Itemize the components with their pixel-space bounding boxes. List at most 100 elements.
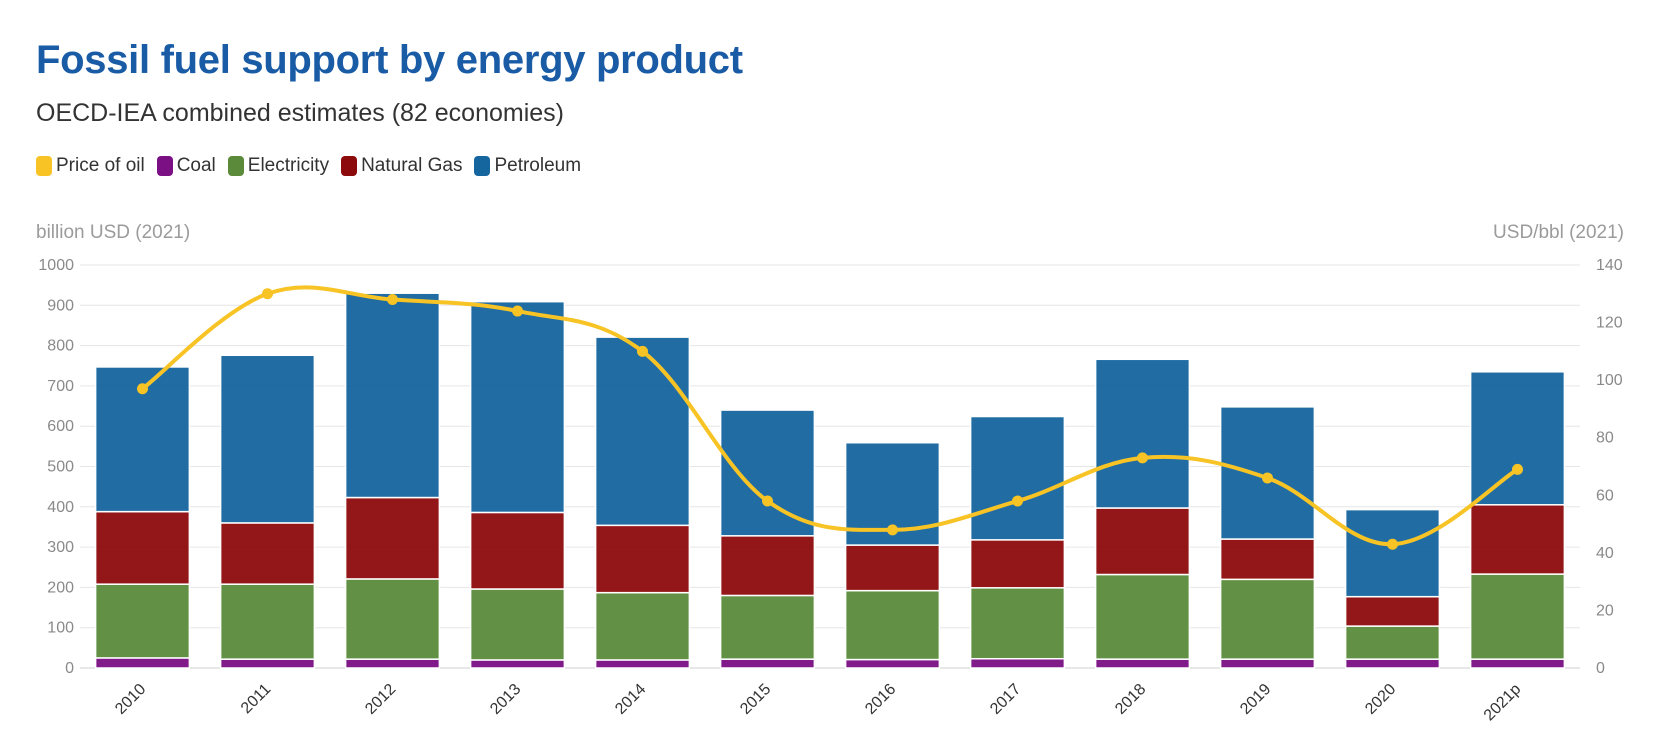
x-tick-label: 2010 (112, 681, 149, 718)
bar-coal (719, 658, 816, 669)
bar-coal (469, 659, 566, 669)
y-tick-label-right: 0 (1596, 660, 1605, 677)
y-tick-label-right: 60 (1596, 487, 1614, 504)
bar-electricity (1344, 625, 1441, 660)
bar-electricity (719, 594, 816, 660)
bar-natural-gas (219, 522, 316, 585)
y-tick-label-left: 800 (47, 338, 74, 355)
y-tick-label-left: 1000 (38, 257, 74, 274)
y-tick-label-right: 40 (1596, 545, 1614, 562)
series-line-price-of-oil (141, 285, 1519, 547)
bar-coal (1469, 658, 1566, 669)
bar-coal (1219, 658, 1316, 669)
bar-natural-gas (969, 539, 1066, 589)
point-price-of-oil (887, 524, 898, 536)
bar-electricity (469, 588, 566, 661)
bar-coal (969, 657, 1066, 669)
x-tick-label: 2014 (612, 681, 649, 718)
bar-electricity (969, 587, 1066, 660)
legend-item-coal[interactable]: Coal (156, 155, 216, 177)
legend-swatch (341, 156, 358, 176)
bar-natural-gas (94, 510, 191, 585)
bar-natural-gas (344, 496, 441, 580)
bar-natural-gas (719, 535, 816, 597)
bar-electricity (1469, 573, 1566, 660)
legend-label: Coal (176, 155, 216, 176)
bar-petroleum (1094, 358, 1191, 509)
x-tick-label: 2011 (238, 681, 274, 717)
bar-coal (594, 659, 691, 669)
y-tick-label-left: 400 (47, 499, 74, 516)
x-tick-label: 2018 (1112, 681, 1149, 718)
y-tick-label-right: 20 (1596, 602, 1614, 619)
y-tick-label-right: 100 (1596, 372, 1623, 389)
point-price-of-oil (1137, 452, 1148, 464)
point-price-of-oil (1512, 463, 1523, 475)
y-tick-label-left: 300 (47, 539, 74, 556)
chart-subtitle: OECD-IEA combined estimates (82 economie… (36, 99, 564, 127)
bar-petroleum (344, 292, 441, 499)
y-tick-label-left: 900 (47, 297, 74, 314)
point-price-of-oil (637, 345, 648, 357)
bar-petroleum (469, 300, 566, 514)
point-price-of-oil (762, 495, 773, 507)
bar-coal (1344, 658, 1441, 669)
bar-natural-gas (844, 544, 941, 592)
bar-natural-gas (1094, 507, 1191, 576)
y-axis-title-left: billion USD (2021) (36, 222, 191, 243)
y-tick-label-right: 140 (1596, 257, 1623, 274)
y-tick-label-right: 120 (1596, 315, 1623, 332)
x-tick-label: 2017 (987, 681, 1024, 718)
bar-petroleum (1469, 371, 1566, 506)
bar-petroleum (969, 415, 1066, 541)
bar-natural-gas (1469, 504, 1566, 575)
bar-natural-gas (469, 511, 566, 590)
point-price-of-oil (1262, 472, 1273, 484)
legend-label: Price of oil (56, 155, 145, 176)
legend-label: Electricity (247, 155, 330, 176)
legend-swatch (474, 156, 491, 176)
legend-swatch (36, 156, 52, 176)
bar-electricity (94, 583, 191, 659)
point-price-of-oil (262, 288, 273, 300)
legend-item-natural-gas[interactable]: Natural Gas (341, 155, 462, 177)
point-price-of-oil (512, 305, 523, 317)
bar-petroleum (594, 336, 691, 527)
legend: Price of oil Coal Electricity Natural Ga… (36, 155, 593, 177)
legend-swatch (156, 156, 173, 176)
bar-electricity (219, 583, 316, 660)
y-axis-title-right: USD/bbl (2021) (1493, 222, 1624, 243)
y-tick-label-left: 500 (47, 459, 74, 476)
point-price-of-oil (1387, 538, 1398, 550)
x-tick-label: 2015 (737, 681, 774, 718)
x-tick-label: 2019 (1237, 681, 1274, 718)
bar-natural-gas (1219, 538, 1316, 581)
x-tick-label: 2021p (1481, 681, 1525, 725)
bar-petroleum (719, 409, 816, 537)
bar-petroleum (219, 354, 316, 524)
bar-petroleum (1344, 508, 1441, 598)
bar-coal (94, 657, 191, 669)
bar-electricity (1094, 573, 1191, 660)
bar-electricity (594, 591, 691, 661)
x-tick-label: 2013 (487, 681, 524, 718)
bar-natural-gas (594, 524, 691, 594)
bar-coal (344, 658, 441, 669)
x-tick-label: 2020 (1362, 681, 1399, 718)
y-tick-label-left: 0 (65, 660, 74, 677)
legend-item-price-of-oil[interactable]: Price of oil (36, 155, 145, 177)
legend-item-electricity[interactable]: Electricity (227, 155, 330, 177)
legend-item-petroleum[interactable]: Petroleum (474, 155, 581, 177)
chart-title: Fossil fuel support by energy product (36, 38, 743, 82)
point-price-of-oil (1012, 495, 1023, 507)
y-tick-label-left: 100 (47, 620, 74, 637)
legend-label: Petroleum (494, 155, 582, 176)
y-tick-label-right: 80 (1596, 430, 1614, 447)
bar-electricity (344, 578, 441, 660)
point-price-of-oil (387, 294, 398, 306)
x-tick-label: 2012 (362, 681, 399, 718)
bar-electricity (844, 589, 941, 661)
bar-natural-gas (1344, 595, 1441, 627)
bar-coal (1094, 658, 1191, 669)
